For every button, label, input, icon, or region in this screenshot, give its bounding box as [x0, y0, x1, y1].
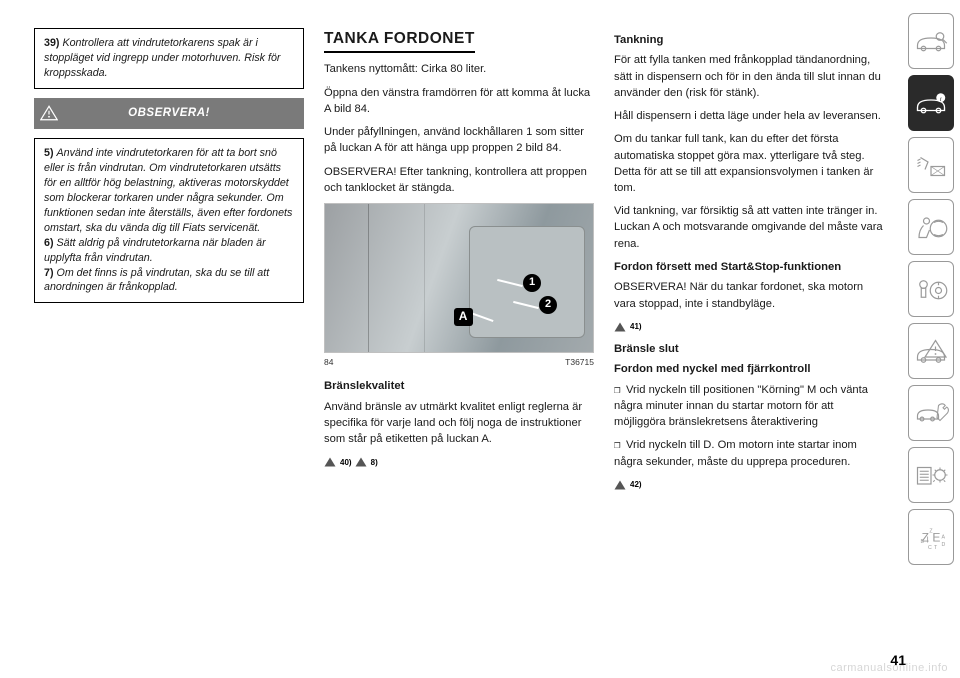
body-text: Håll dispensern i detta läge under hela … — [614, 108, 884, 124]
nav-lights[interactable] — [908, 137, 954, 193]
figure-84: 1 2 A — [324, 203, 594, 353]
footnote-ref: 42) — [614, 479, 642, 491]
nav-index[interactable]: Z EZBADCTI — [908, 509, 954, 565]
warning-triangle-icon — [614, 480, 626, 490]
note-number: 6) — [44, 237, 54, 249]
subheading: Fordon försett med Start&Stop-funktionen — [614, 259, 884, 275]
observe-banner: OBSERVERA! — [34, 98, 304, 129]
observe-label: OBSERVERA! — [64, 105, 304, 122]
figure-number: 84 — [324, 356, 333, 368]
column-2: TANKA FORDONET Tankens nyttomått: Cirka … — [324, 28, 594, 666]
nav-vehicle-overview[interactable] — [908, 13, 954, 69]
nav-starting[interactable] — [908, 261, 954, 317]
nav-maintenance[interactable] — [908, 385, 954, 441]
column-3: Tankning För att fylla tanken med frånko… — [614, 28, 884, 666]
body-text: Använd bränsle av utmärkt kvalitet enlig… — [324, 399, 594, 448]
callout-1: 1 — [523, 274, 541, 292]
body-text: Om du tankar full tank, kan du efter det… — [614, 131, 884, 196]
body-text: ❐Vrid nyckeln till D. Om motorn inte sta… — [614, 437, 884, 469]
nav-safety[interactable] — [908, 199, 954, 255]
svg-text:C: C — [928, 545, 932, 551]
svg-text:i: i — [940, 96, 942, 103]
svg-text:T: T — [934, 545, 938, 551]
body-text: ❐Vrid nyckeln till positionen "Körning" … — [614, 382, 884, 431]
note-number: 7) — [44, 267, 54, 279]
note-text: Använd inte vindrutetorkaren för att ta … — [44, 147, 292, 234]
watermark: carmanualsonline.info — [830, 662, 948, 674]
body-text: Under påfyllningen, använd lockhållaren … — [324, 124, 594, 156]
callout-a: A — [454, 308, 473, 326]
warning-box-39: 39) Kontrollera att vindrutetorkarens sp… — [34, 28, 304, 89]
warning-triangle-icon — [34, 105, 64, 121]
svg-text:I: I — [927, 535, 929, 544]
note-number: 5) — [44, 147, 54, 159]
body-text: OBSERVERA! När du tankar fordonet, ska m… — [614, 279, 884, 311]
warning-triangle-icon — [355, 457, 367, 467]
callout-2: 2 — [539, 296, 557, 314]
body-text: Vid tankning, var försiktig så att vatte… — [614, 203, 884, 252]
svg-text:A: A — [942, 535, 946, 541]
body-text: För att fylla tanken med frånkopplad tän… — [614, 52, 884, 101]
footnote-ref: 8) — [355, 457, 378, 469]
section-nav-rail: i Z EZBADCTI — [902, 0, 960, 678]
footnote-ref: 41) — [614, 321, 642, 333]
warning-triangle-icon — [324, 457, 336, 467]
nav-vehicle-info[interactable]: i — [908, 75, 954, 131]
nav-specs[interactable] — [908, 447, 954, 503]
section-heading: TANKA FORDONET — [324, 28, 475, 53]
note-text: Sätt aldrig på vindrutetorkarna när blad… — [44, 237, 266, 264]
svg-text:D: D — [942, 542, 946, 548]
body-text: OBSERVERA! Efter tankning, kontrollera a… — [324, 164, 594, 196]
subheading: Tankning — [614, 32, 884, 48]
nav-emergency[interactable] — [908, 323, 954, 379]
subheading: Fordon med nyckel med fjärrkontroll — [614, 361, 884, 377]
note-text: Om det finns is på vindrutan, ska du se … — [44, 267, 269, 294]
footnote-ref: 40) — [324, 457, 352, 469]
figure-caption: 84 T36715 — [324, 356, 594, 368]
figure-code: T36715 — [565, 356, 594, 368]
svg-text:B: B — [921, 539, 925, 545]
body-text: Öppna den vänstra framdörren för att kom… — [324, 85, 594, 117]
warning-triangle-icon — [614, 322, 626, 332]
body-text: Tankens nyttomått: Cirka 80 liter. — [324, 61, 594, 77]
subheading: Bränsle slut — [614, 341, 884, 357]
note-text: Kontrollera att vindrutetorkarens spak ä… — [44, 37, 280, 79]
subheading: Bränslekvalitet — [324, 378, 594, 394]
column-1: 39) Kontrollera att vindrutetorkarens sp… — [34, 28, 304, 666]
note-number: 39) — [44, 37, 59, 49]
warning-box-567: 5) Använd inte vindrutetorkaren för att … — [34, 138, 304, 304]
